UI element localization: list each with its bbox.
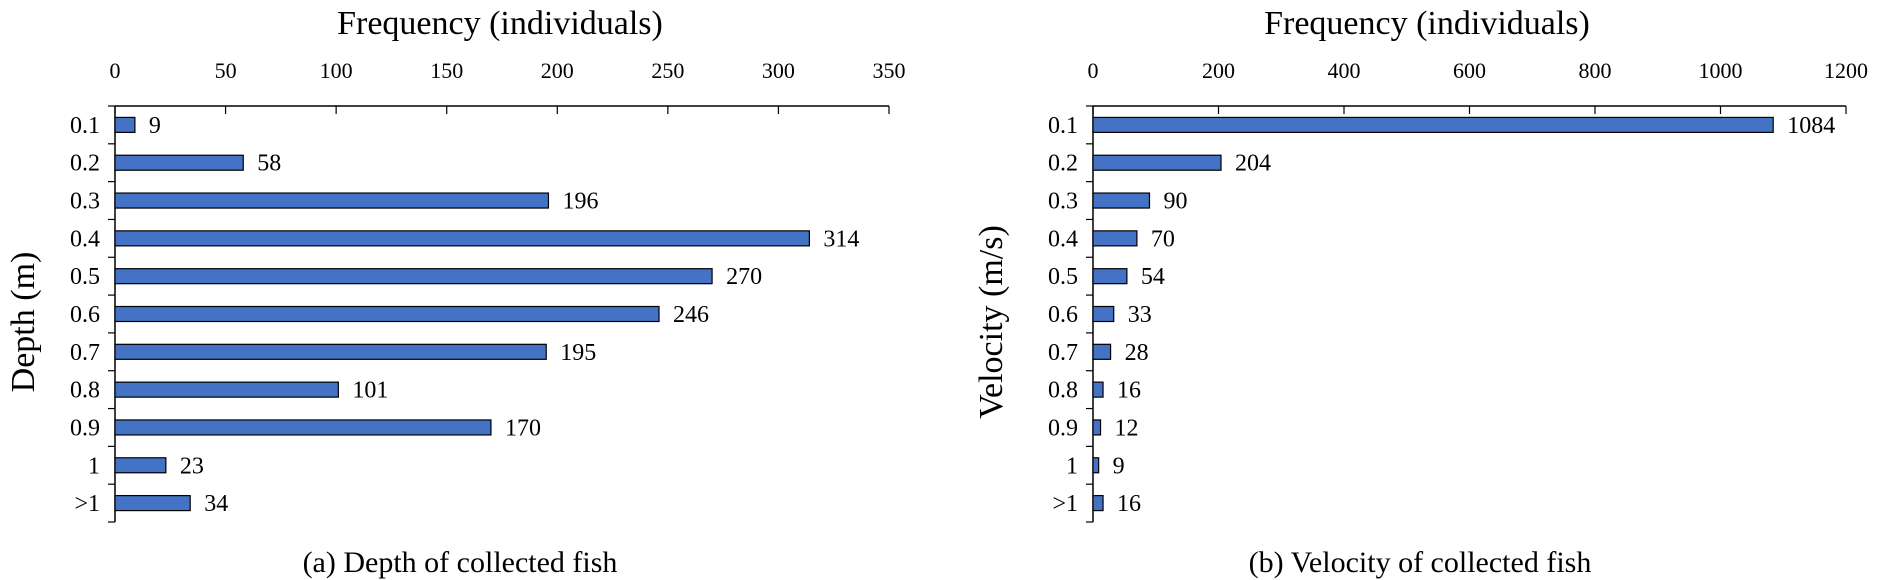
bar xyxy=(1092,457,1100,474)
plot-area: 0 200 400 600 800 1000 1200 0.1 1084 0.2 204 0.3 90 0… xyxy=(1048,58,1868,523)
data-label: 58 xyxy=(257,151,281,177)
bar xyxy=(114,457,167,474)
bar xyxy=(114,268,713,285)
bar xyxy=(114,192,550,209)
x-tick-label: 600 xyxy=(1453,58,1486,83)
bar xyxy=(1092,116,1774,134)
bar xyxy=(1092,192,1151,209)
x-tick-label: 1000 xyxy=(1699,58,1743,83)
y-tick-label: 0.3 xyxy=(70,189,100,215)
x-tick-label: 800 xyxy=(1579,58,1612,83)
data-label: 9 xyxy=(1113,453,1125,479)
y-tick-label: >1 xyxy=(1052,491,1078,517)
x-tick-label: 200 xyxy=(541,58,574,83)
data-label: 28 xyxy=(1125,340,1149,366)
bar xyxy=(1092,381,1104,398)
data-label: 9 xyxy=(149,113,161,139)
data-label: 314 xyxy=(823,226,859,252)
x-tick-label: 250 xyxy=(651,58,684,83)
y-tick-label: 0.8 xyxy=(70,378,100,404)
y-tick-label: 0.5 xyxy=(1048,264,1078,290)
bar xyxy=(1092,305,1115,323)
data-label: 34 xyxy=(204,491,228,517)
chart-caption: (a) Depth of collected fish xyxy=(303,546,618,579)
x-tick-label: 100 xyxy=(320,58,353,83)
data-label: 70 xyxy=(1151,226,1175,252)
data-label: 33 xyxy=(1128,302,1152,328)
bar xyxy=(114,419,492,436)
y-tick-label: 0.3 xyxy=(1048,189,1078,215)
data-label: 204 xyxy=(1235,151,1271,177)
bar xyxy=(114,494,191,512)
bar xyxy=(114,305,660,323)
y-tick-label: 0.2 xyxy=(70,151,100,177)
data-label: 101 xyxy=(352,378,388,404)
bar xyxy=(1092,343,1112,360)
y-tick-label: 0.9 xyxy=(1048,415,1078,441)
data-label: 196 xyxy=(562,189,598,215)
x-tick-label: 50 xyxy=(215,58,237,83)
y-tick-label: 1 xyxy=(1066,453,1078,479)
x-tick-label: 350 xyxy=(873,58,906,83)
x-tick-label: 400 xyxy=(1328,58,1361,83)
data-label: 246 xyxy=(673,302,709,328)
y-tick-label: 0.7 xyxy=(1048,340,1078,366)
data-label: 16 xyxy=(1117,378,1141,404)
bar xyxy=(1092,494,1104,512)
y-tick-label: 0.8 xyxy=(1048,378,1078,404)
data-label: 23 xyxy=(180,453,204,479)
depth-bar-chart: Frequency (individuals) Depth (m) (a) De… xyxy=(5,5,906,579)
y-tick-label: 1 xyxy=(88,453,100,479)
bar xyxy=(114,116,136,134)
data-label: 16 xyxy=(1117,491,1141,517)
bar xyxy=(1092,230,1138,247)
y-tick-label: 0.1 xyxy=(1048,113,1078,139)
data-label: 170 xyxy=(505,415,541,441)
data-label: 270 xyxy=(726,264,762,290)
bar xyxy=(114,343,547,360)
data-label: 90 xyxy=(1163,189,1187,215)
y-tick-label: 0.9 xyxy=(70,415,100,441)
x-tick-label: 150 xyxy=(430,58,463,83)
y-tick-label: 0.7 xyxy=(70,340,100,366)
bar xyxy=(1092,419,1102,436)
y-tick-label: 0.1 xyxy=(70,113,100,139)
bar xyxy=(1092,268,1128,285)
bar xyxy=(114,154,244,171)
data-label: 54 xyxy=(1141,264,1165,290)
x-tick-label: 300 xyxy=(762,58,795,83)
x-axis-title: Frequency (individuals) xyxy=(337,5,663,42)
x-axis-title: Frequency (individuals) xyxy=(1264,5,1590,42)
y-tick-label: 0.5 xyxy=(70,264,100,290)
data-label: 12 xyxy=(1115,415,1139,441)
bar xyxy=(1092,154,1222,171)
chart-caption: (b) Velocity of collected fish xyxy=(1249,546,1592,579)
y-tick-label: 0.6 xyxy=(1048,302,1078,328)
bar xyxy=(114,230,810,247)
y-axis-title: Velocity (m/s) xyxy=(973,225,1010,419)
y-tick-label: 0.4 xyxy=(70,226,100,252)
plot-area: 0 50 100 150 200 250 300 350 0.1 9 0.2 58 0.3 196 0.4 3… xyxy=(70,58,906,523)
x-tick-label: 0 xyxy=(110,58,121,83)
bar xyxy=(114,381,339,398)
data-label: 195 xyxy=(560,340,596,366)
velocity-bar-chart: Frequency (individuals) Velocity (m/s) (… xyxy=(973,5,1868,579)
y-tick-label: >1 xyxy=(74,491,100,517)
x-tick-label: 1200 xyxy=(1824,58,1868,83)
data-label: 1084 xyxy=(1787,113,1835,139)
y-axis-title: Depth (m) xyxy=(5,252,42,393)
x-tick-label: 0 xyxy=(1088,58,1099,83)
y-tick-label: 0.4 xyxy=(1048,226,1078,252)
x-tick-label: 200 xyxy=(1202,58,1235,83)
y-tick-label: 0.6 xyxy=(70,302,100,328)
y-tick-label: 0.2 xyxy=(1048,151,1078,177)
